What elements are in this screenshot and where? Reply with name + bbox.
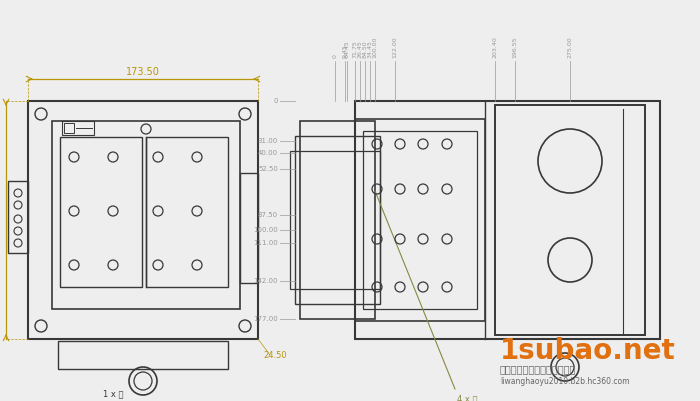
Bar [355,119,485,321]
Text: 87.50: 87.50 [258,212,278,218]
Bar [495,105,645,335]
Bar [8,181,28,253]
Bar [146,137,228,287]
Text: 100.00: 100.00 [253,227,278,233]
Bar [290,151,380,289]
Text: 142.00: 142.00 [253,278,278,284]
Bar [60,137,142,287]
Text: 111.00: 111.00 [253,240,278,246]
Bar [355,101,660,339]
Bar [240,173,258,283]
Text: 142.00: 142.00 [0,203,1,237]
Text: 84.50: 84.50 [363,41,368,58]
Text: 31.00: 31.00 [258,138,278,144]
Bar [62,121,94,135]
Text: 26.45: 26.45 [358,40,363,58]
Text: 34.45: 34.45 [368,40,372,58]
Text: 71.75: 71.75 [353,40,358,58]
Text: 52.50: 52.50 [258,166,278,172]
Text: 4 x 圆: 4 x 圆 [457,394,477,401]
Text: 1 x 圆: 1 x 圆 [103,389,123,399]
Text: 122.00: 122.00 [393,36,398,58]
Text: 64.45: 64.45 [344,40,349,58]
Bar [295,136,380,304]
Bar [52,121,240,309]
Text: 275.00: 275.00 [568,36,573,58]
Text: 173.50: 173.50 [126,67,160,77]
Bar [363,131,477,309]
Bar [28,101,258,339]
Text: 203.40: 203.40 [493,36,498,58]
Text: 24.50: 24.50 [263,350,286,360]
Bar [58,341,228,369]
Text: 大连精焊自动化设备有限公司: 大连精焊自动化设备有限公司 [500,364,576,374]
Text: liwanghaoyu2010.b2b.hc360.com: liwanghaoyu2010.b2b.hc360.com [500,377,629,385]
Text: 0: 0 [332,54,337,58]
Text: 9.45: 9.45 [342,44,347,58]
Text: 40.00: 40.00 [258,150,278,156]
Text: 196.55: 196.55 [512,36,517,58]
Text: 177.00: 177.00 [253,316,278,322]
Text: 0: 0 [274,98,278,104]
Text: 100.00: 100.00 [372,36,377,58]
Bar [64,123,74,133]
Bar [300,121,375,319]
Text: 1subao.net: 1subao.net [500,337,676,365]
